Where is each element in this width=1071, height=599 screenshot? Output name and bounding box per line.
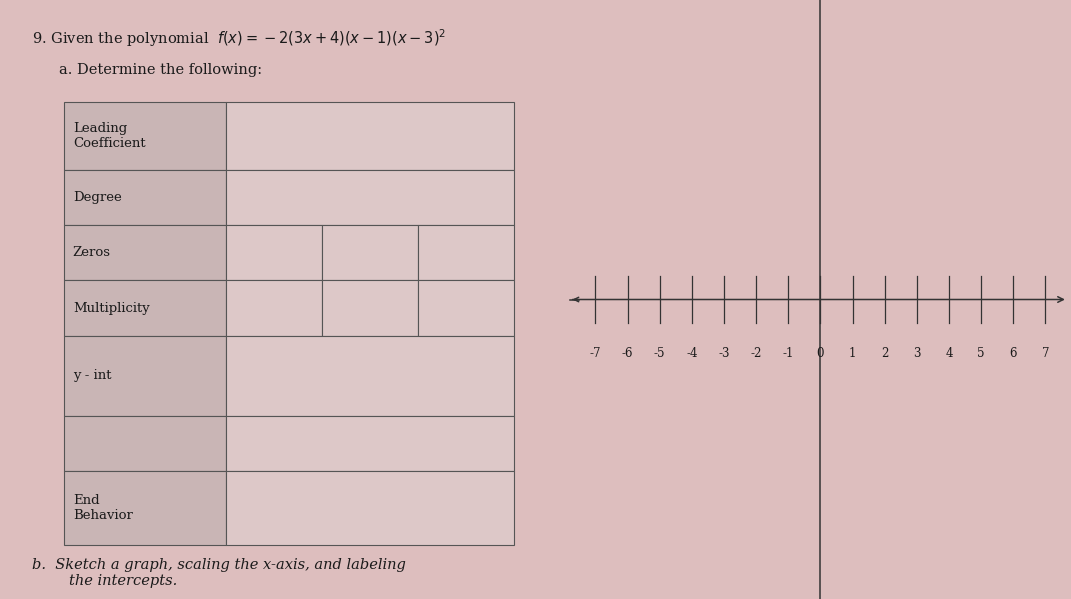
Bar	[322, 225, 418, 280]
Bar	[418, 225, 514, 280]
Text: 6: 6	[1009, 347, 1017, 361]
Text: -6: -6	[622, 347, 633, 361]
Text: 3: 3	[912, 347, 921, 361]
Text: Multiplicity: Multiplicity	[73, 301, 150, 314]
Text: y - int: y - int	[73, 370, 111, 382]
Text: 5: 5	[977, 347, 985, 361]
Text: -2: -2	[751, 347, 761, 361]
Bar	[64, 102, 226, 170]
Bar	[322, 280, 418, 336]
Text: -3: -3	[719, 347, 729, 361]
Text: End
Behavior: End Behavior	[73, 494, 133, 522]
Bar	[64, 471, 226, 545]
Text: 7: 7	[1041, 347, 1050, 361]
Text: -5: -5	[654, 347, 665, 361]
Text: Degree: Degree	[73, 190, 122, 204]
Bar	[226, 170, 514, 225]
Text: 1: 1	[849, 347, 856, 361]
Text: 2: 2	[881, 347, 888, 361]
Bar	[64, 416, 226, 471]
Text: -1: -1	[783, 347, 794, 361]
Bar	[226, 471, 514, 545]
Bar	[64, 225, 226, 280]
Text: 9. Given the polynomial  $f(x)=-2(3x+4)(x-1)(x-3)^2$: 9. Given the polynomial $f(x)=-2(3x+4)(x…	[32, 27, 447, 49]
Bar	[418, 280, 514, 336]
Bar	[226, 225, 322, 280]
Bar	[64, 170, 226, 225]
Text: Zeros: Zeros	[73, 246, 110, 259]
Text: -4: -4	[687, 347, 697, 361]
Text: Leading
Coefficient: Leading Coefficient	[73, 122, 146, 150]
Bar	[226, 336, 514, 416]
Text: -7: -7	[590, 347, 601, 361]
Bar	[226, 280, 322, 336]
Text: a. Determine the following:: a. Determine the following:	[59, 63, 262, 77]
Bar	[64, 336, 226, 416]
Bar	[64, 280, 226, 336]
Bar	[226, 416, 514, 471]
Bar	[226, 102, 514, 170]
Text: 4: 4	[945, 347, 953, 361]
Text: 0: 0	[816, 347, 825, 361]
Text: b.  Sketch a graph, scaling the x-axis, and labeling
        the intercepts.: b. Sketch a graph, scaling the x-axis, a…	[32, 558, 406, 588]
